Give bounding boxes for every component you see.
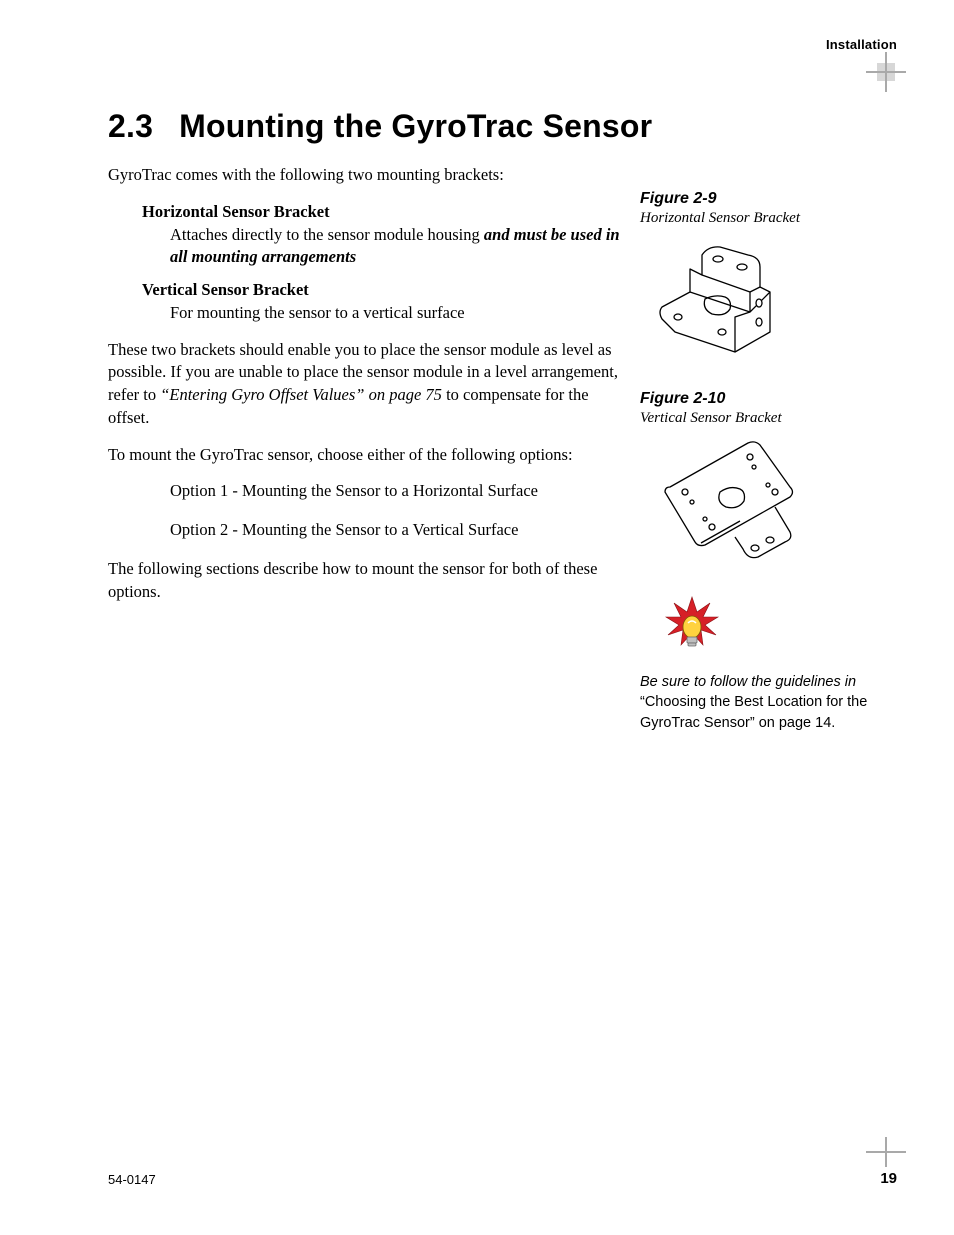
page: Installation 2.3 Mounting the GyroTrac Se… [0, 0, 954, 1235]
main-column: GyroTrac comes with the following two mo… [108, 164, 628, 617]
tip-line-1: Be sure to follow the guidelines in [640, 674, 856, 690]
bracket-desc: Attaches directly to the sensor module h… [142, 224, 628, 270]
tip-icon [664, 595, 870, 662]
figure-2-10-label: Figure 2-10 [640, 390, 870, 408]
level-paragraph: These two brackets should enable you to … [108, 339, 628, 430]
bracket-title: Vertical Sensor Bracket [142, 279, 628, 302]
heading-title: Mounting the GyroTrac Sensor [179, 108, 652, 144]
figure-2-9-image [640, 237, 870, 372]
crop-mark-icon [866, 52, 906, 92]
footer-crop-mark-icon [866, 1137, 906, 1167]
figure-2-10-image [640, 437, 870, 577]
header-section-label: Installation [826, 37, 897, 52]
option-2: Option 2 - Mounting the Sensor to a Vert… [170, 519, 628, 542]
bracket-title: Horizontal Sensor Bracket [142, 201, 628, 224]
intro-paragraph: GyroTrac comes with the following two mo… [108, 164, 628, 187]
bracket-list: Horizontal Sensor Bracket Attaches direc… [108, 201, 628, 325]
following-paragraph: The following sections describe how to m… [108, 558, 628, 604]
footer-docnum: 54-0147 [108, 1172, 156, 1187]
option-1: Option 1 - Mounting the Sensor to a Hori… [170, 480, 628, 503]
figure-2-9-caption: Horizontal Sensor Bracket [640, 210, 870, 227]
options-list: Option 1 - Mounting the Sensor to a Hori… [108, 480, 628, 542]
heading-number: 2.3 [108, 108, 153, 144]
figure-2-9-label: Figure 2-9 [640, 190, 870, 208]
horizontal-bracket-icon [640, 237, 790, 367]
section-heading: 2.3 Mounting the GyroTrac Sensor [108, 108, 652, 145]
footer-pagenum: 19 [880, 1170, 897, 1187]
bracket-desc-plain: For mounting the sensor to a vertical su… [170, 303, 465, 322]
bracket-desc-plain: Attaches directly to the sensor module h… [170, 225, 480, 244]
bracket-item-vertical: Vertical Sensor Bracket For mounting the… [108, 279, 628, 325]
level-para-ital: “Entering Gyro Offset Values” on page 75 [160, 385, 442, 404]
bracket-item-horizontal: Horizontal Sensor Bracket Attaches direc… [108, 201, 628, 269]
vertical-bracket-icon [640, 437, 805, 572]
tip-line-2b: . [831, 715, 835, 731]
choose-paragraph: To mount the GyroTrac sensor, choose eit… [108, 444, 628, 467]
bracket-desc: For mounting the sensor to a vertical su… [142, 302, 628, 325]
figure-2-10-caption: Vertical Sensor Bracket [640, 410, 870, 427]
tip-text: Be sure to follow the guidelines in “Cho… [640, 672, 870, 733]
side-column: Figure 2-9 Horizontal Sensor Bracket [640, 190, 870, 733]
